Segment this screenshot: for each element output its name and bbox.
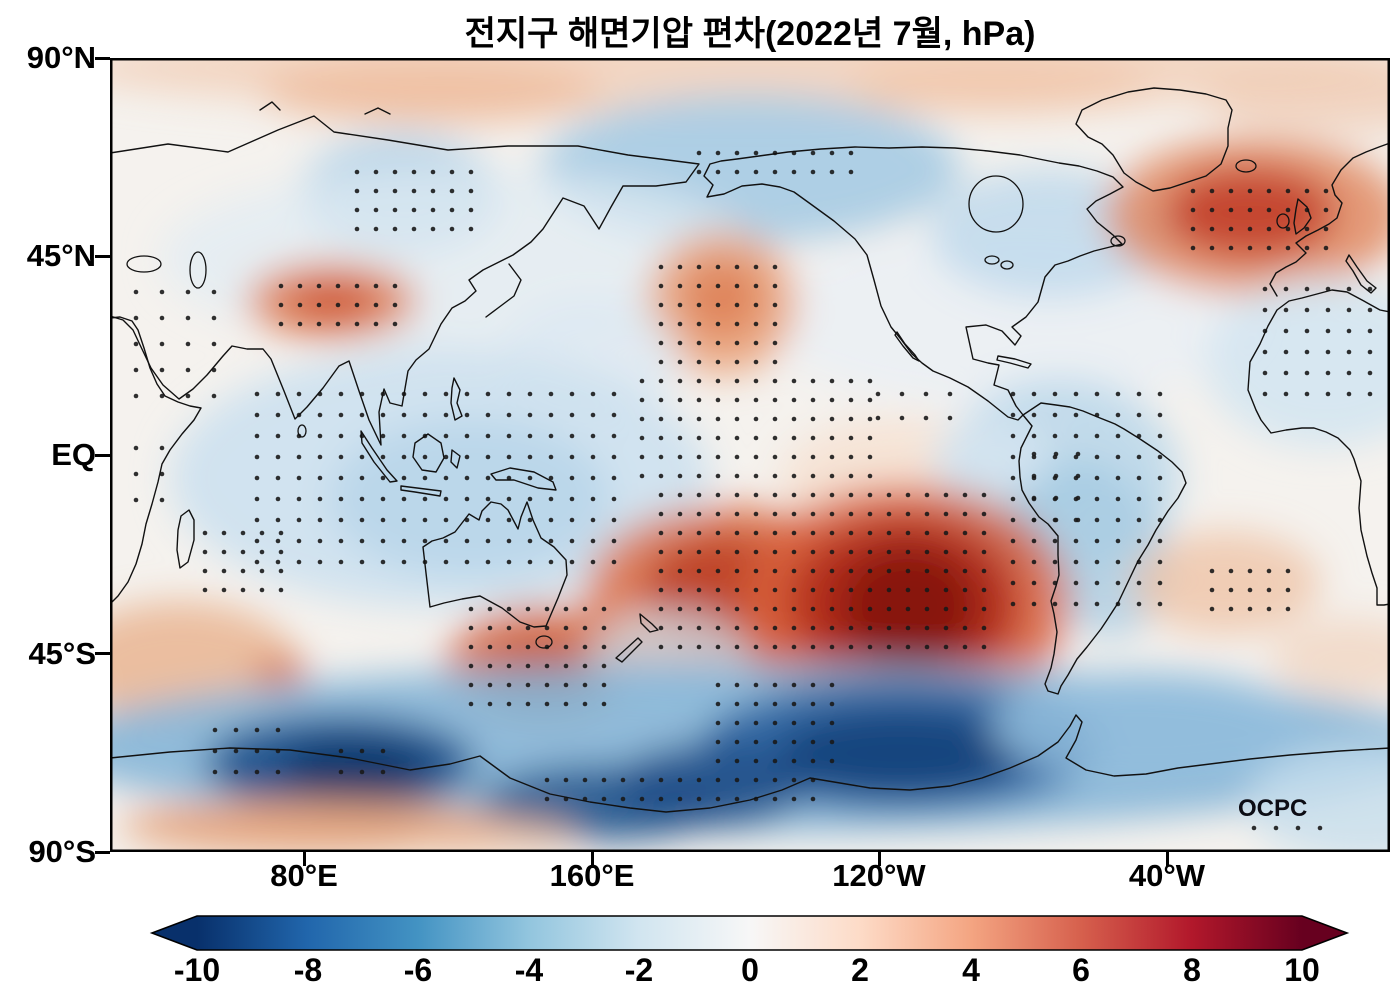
y-axis-tick	[95, 652, 110, 655]
cb-label-4: 4	[962, 952, 980, 988]
cb-label-m2: -2	[624, 952, 654, 988]
x-tick-label-160e: 160°E	[549, 858, 635, 893]
x-tick-label-120w: 120°W	[832, 858, 926, 893]
x-axis-tick	[591, 852, 594, 866]
coastlines	[110, 87, 1390, 813]
stippling-dots	[133, 150, 1373, 831]
x-tick-label-80e: 80°E	[270, 858, 338, 893]
y-tick-label-45n: 45°N	[26, 238, 96, 273]
cb-label-m4: -4	[514, 952, 544, 988]
cb-label-10: 10	[1284, 952, 1320, 988]
y-axis-tick	[95, 454, 110, 457]
plot-frame	[110, 58, 1390, 852]
cb-label-8: 8	[1183, 952, 1201, 988]
world-map-plot	[110, 58, 1390, 852]
y-tick-label-eq: EQ	[51, 437, 96, 472]
cb-label-0: 0	[741, 952, 759, 988]
y-tick-label-90s: 90°S	[28, 834, 96, 869]
x-tick-label-40w: 40°W	[1128, 858, 1206, 893]
y-axis-tick	[95, 255, 110, 258]
watermark-ocpc: OCPC	[1238, 795, 1308, 822]
y-axis-tick	[95, 57, 110, 60]
cb-label-m6: -6	[403, 952, 433, 988]
x-axis-tick	[878, 852, 881, 866]
anomaly-field	[110, 58, 1390, 852]
x-axis-tick	[1166, 852, 1169, 866]
colorbar	[149, 915, 1350, 951]
x-axis-tick	[303, 852, 306, 866]
y-tick-label-45s: 45°S	[28, 636, 96, 671]
y-tick-label-90n: 90°N	[26, 40, 96, 75]
y-axis-tick	[95, 851, 110, 854]
chart-title: 전지구 해면기압 편차(2022년 7월, hPa)	[464, 15, 1036, 53]
colorbar-gradient-bar	[149, 915, 1350, 951]
cb-label-6: 6	[1072, 952, 1090, 988]
cb-label-m10: -10	[173, 952, 221, 988]
cb-label-2: 2	[851, 952, 869, 988]
cb-label-m8: -8	[293, 952, 323, 988]
